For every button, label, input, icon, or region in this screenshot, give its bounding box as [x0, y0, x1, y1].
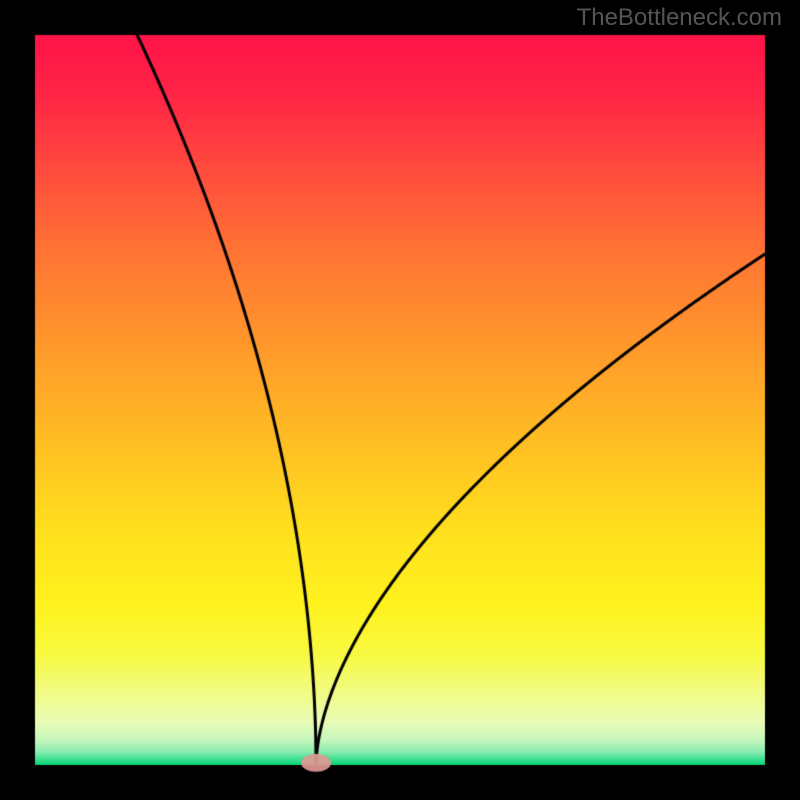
watermark-text: TheBottleneck.com [577, 4, 782, 32]
chart-stage: TheBottleneck.com [0, 0, 800, 800]
bottleneck-chart-canvas [0, 0, 800, 800]
